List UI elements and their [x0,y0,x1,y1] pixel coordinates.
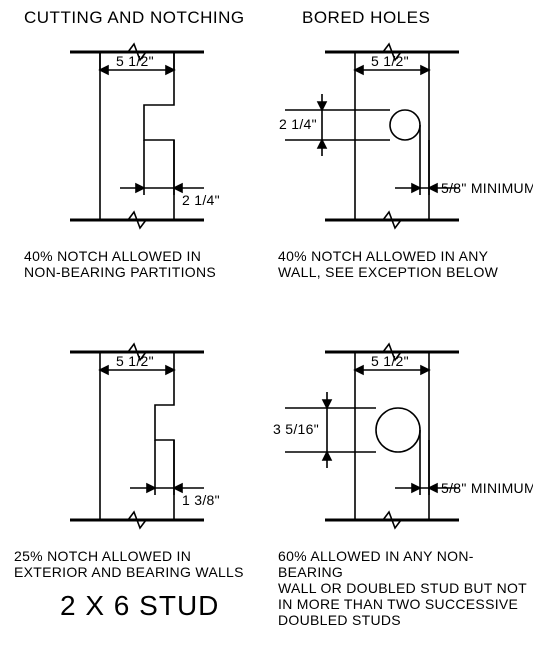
br-cap3: IN MORE THAN TWO SUCCESSIVE [278,596,518,612]
tl-cap2: NON-BEARING PARTITIONS [24,264,216,280]
tl-notch-label: 2 1/4" [182,192,220,208]
tr-cap2: WALL, SEE EXCEPTION BELOW [278,264,498,280]
tr-caption: 40% NOTCH ALLOWED IN ANY WALL, SEE EXCEP… [278,248,498,280]
tr-edge-label: 5/8" MINIMUM [441,180,533,196]
br-cap1: 60% ALLOWED IN ANY NON-BEARING [278,548,474,580]
panel-bottom-left: 5 1/2" 1 3/8" [10,330,270,540]
tl-width-label: 5 1/2" [116,53,154,69]
tl-cap1: 40% NOTCH ALLOWED IN [24,248,201,264]
heading-right: BORED HOLES [302,8,430,28]
bl-cap2: EXTERIOR AND BEARING WALLS [14,564,244,580]
tl-caption: 40% NOTCH ALLOWED IN NON-BEARING PARTITI… [24,248,216,280]
tr-cap1: 40% NOTCH ALLOWED IN ANY [278,248,488,264]
panel-top-right: 5 1/2" 2 1/4" 5/8" MINIMUM [265,30,533,240]
bl-notch-label: 1 3/8" [182,492,220,508]
br-caption: 60% ALLOWED IN ANY NON-BEARING WALL OR D… [278,548,533,628]
page: CUTTING AND NOTCHING BORED HOLES [0,0,533,668]
tr-hole-label: 2 1/4" [279,116,317,132]
br-width-label: 5 1/2" [371,353,409,369]
br-hole-label: 3 5/16" [273,421,319,437]
bl-cap1: 25% NOTCH ALLOWED IN [14,548,191,564]
br-cap2: WALL OR DOUBLED STUD BUT NOT [278,580,527,596]
panel-bottom-right: 5 1/2" 3 5/16" 5/8" MINIMUM [265,330,533,540]
tr-width-label: 5 1/2" [371,53,409,69]
bl-width-label: 5 1/2" [116,353,154,369]
bl-caption: 25% NOTCH ALLOWED IN EXTERIOR AND BEARIN… [14,548,244,580]
br-cap4: DOUBLED STUDS [278,612,401,628]
page-title: 2 X 6 STUD [60,590,219,622]
panel-top-left: 5 1/2" 2 1/4" [10,30,270,240]
heading-left: CUTTING AND NOTCHING [24,8,245,28]
br-edge-label: 5/8" MINIMUM [441,480,533,496]
